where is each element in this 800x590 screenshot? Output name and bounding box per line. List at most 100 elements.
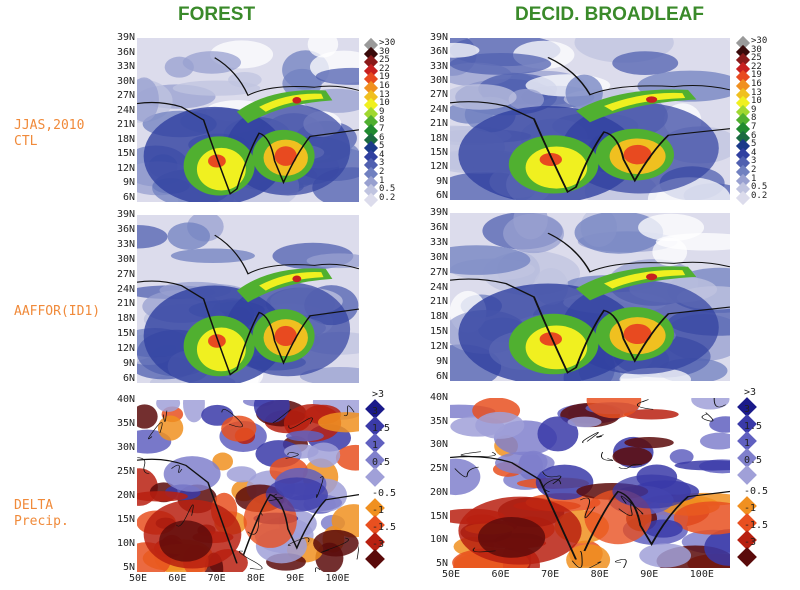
lat-tick-label: 12N [429, 161, 448, 173]
lat-tick-label: 27N [429, 89, 448, 101]
precip-legend-label: 0.5 [379, 184, 396, 195]
lat-tick-label: 18N [116, 313, 135, 325]
column-title-decid-broadleaf: DECID. BROADLEAF [515, 4, 704, 25]
delta-legend-swatch [737, 465, 757, 485]
lat-tick-label: 21N [116, 119, 135, 131]
lat-tick-label: 6N [122, 192, 135, 203]
delta-legend-label: >3 [744, 387, 757, 398]
lat-tick-label: 30N [116, 442, 135, 453]
map-forest-delta [137, 400, 359, 572]
delta-legend-label: -1.5 [744, 520, 769, 531]
precip-legend-label: 25 [379, 55, 390, 66]
precip-legend-label: 3 [379, 158, 385, 169]
lat-tick-label: 39N [116, 209, 135, 220]
precip-legend-label: 0.2 [379, 192, 396, 203]
map-broadleaf-delta [450, 398, 730, 568]
delta-legend-label: 1.5 [744, 421, 763, 432]
lon-tick-label: 100E [689, 569, 714, 580]
precip-legend-label: 9 [751, 104, 757, 115]
lat-tick-label: 21N [429, 118, 448, 130]
lat-tick-label: 33N [116, 61, 135, 73]
delta-legend-swatch [365, 467, 385, 487]
delta-legend-label: 0.5 [372, 457, 391, 468]
lat-tick-label: 15N [429, 326, 448, 338]
lat-tick-label: 15N [116, 148, 135, 160]
lat-tick-label: 5N [122, 562, 135, 573]
lat-tick-label: 39N [116, 32, 135, 43]
map-forest-aaffor [137, 215, 359, 383]
lon-tick-label: 80E [246, 573, 265, 584]
lon-tick-label: 50E [129, 573, 148, 584]
delta-legend-label: 3 [744, 404, 751, 415]
lat-tick-label: 33N [116, 238, 135, 250]
delta-legend-label: -1.5 [372, 522, 397, 533]
lat-tick-label: 35N [116, 418, 135, 429]
row-label-aaffor: AAFFOR(ID1) [14, 304, 101, 319]
precip-legend-label: 30 [379, 46, 390, 57]
precip-legend-label: 19 [751, 70, 762, 81]
precip-legend-swatch [735, 190, 751, 205]
lat-tick-label: 6N [122, 373, 135, 384]
row-label-delta: DELTA Precip. [14, 498, 69, 529]
lat-tick-label: 20N [429, 486, 448, 498]
lat-tick-label: 24N [116, 283, 135, 295]
lat-tick-label: 40N [116, 394, 135, 405]
lat-tick-label: 25N [116, 466, 135, 477]
lat-tick-label: 25N [429, 463, 448, 475]
delta-legend-label: 3 [372, 406, 379, 417]
delta-legend-label: 0.5 [744, 455, 763, 466]
lat-tick-label: 10N [429, 534, 448, 546]
precip-legend-label: 13 [751, 87, 762, 98]
lat-tick-label: 21N [116, 298, 135, 310]
lat-tick-label: 6N [435, 190, 448, 201]
delta-legend-label: 1.5 [372, 423, 391, 434]
lat-tick-label: 21N [429, 296, 448, 308]
precip-legend-label: 7 [379, 124, 385, 134]
lon-tick-label: 70E [207, 573, 226, 584]
lon-tick-label: 50E [442, 569, 461, 580]
lat-tick-label: 18N [116, 133, 135, 145]
delta-field [137, 400, 359, 572]
lat-tick-label: 30N [116, 253, 135, 265]
precip-legend-label: 5 [751, 139, 757, 150]
precip-legend-swatch [363, 192, 379, 207]
row-label-ctl: JJAS,2010 CTL [14, 118, 85, 149]
delta-legend-label: >3 [372, 389, 385, 400]
lat-tick-label: 36N [116, 46, 135, 58]
lat-tick-label: 27N [429, 266, 448, 278]
lat-tick-label: 5N [435, 558, 448, 569]
lat-tick-label: 15N [116, 328, 135, 340]
lat-tick-label: 27N [116, 268, 135, 280]
lat-tick-label: 10N [116, 538, 135, 549]
lat-tick-label: 30N [429, 251, 448, 263]
precip-legend-label: 2 [751, 165, 757, 175]
precip-legend-label: 5 [379, 141, 385, 152]
precip-legend-label: 9 [379, 106, 385, 117]
lat-tick-label: 30N [429, 75, 448, 87]
precip-legend-label: 6 [379, 132, 385, 143]
lat-tick-label: 36N [429, 46, 448, 58]
lat-tick-label: 36N [116, 223, 135, 235]
precip-legend-label: 16 [751, 79, 762, 89]
lon-tick-label: 90E [286, 573, 305, 584]
lat-tick-label: 12N [429, 341, 448, 353]
lat-tick-label: 18N [429, 132, 448, 144]
lat-tick-label: 15N [116, 514, 135, 525]
delta-legend-label: -0.5 [372, 488, 397, 499]
lat-tick-label: 30N [116, 75, 135, 87]
map-broadleaf-ctl [450, 38, 730, 200]
delta-legend-label: -3 [744, 537, 757, 548]
precip-legend-label: >30 [751, 36, 768, 46]
precip-legend-label: 8 [751, 113, 757, 124]
delta-legend-label: 1 [372, 440, 379, 451]
lon-tick-label: 70E [541, 569, 560, 580]
lat-tick-label: 39N [429, 32, 448, 43]
lat-tick-label: 6N [435, 371, 448, 382]
lat-tick-label: 9N [435, 356, 448, 368]
lat-tick-label: 12N [116, 162, 135, 174]
lat-tick-label: 24N [429, 103, 448, 115]
lat-tick-label: 20N [116, 490, 135, 501]
precip-legend-label: 0.2 [751, 190, 768, 201]
lat-tick-label: 18N [429, 311, 448, 323]
lat-tick-label: 33N [429, 236, 448, 248]
